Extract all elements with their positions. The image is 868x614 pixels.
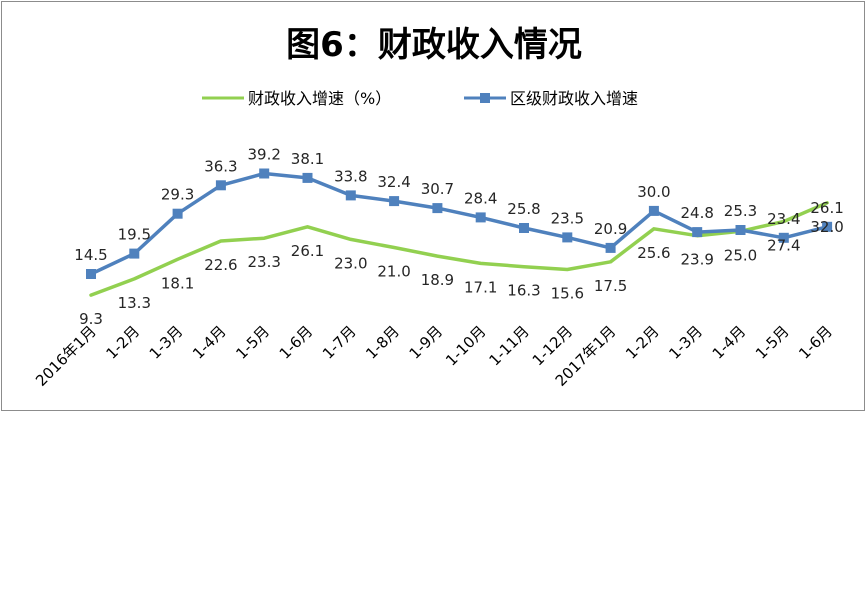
series-2-marker — [605, 242, 616, 253]
series-2-marker — [519, 223, 529, 233]
x-tick-label: 1-5月 — [232, 322, 273, 363]
data-label-series-2: 38.1 — [291, 150, 324, 168]
x-tick-label: 1-10月 — [442, 322, 489, 369]
x-tick-label: 1-9月 — [406, 322, 447, 363]
data-label-series-1: 22.6 — [204, 256, 237, 274]
data-label-series-1: 13.3 — [118, 294, 151, 312]
data-label-series-1: 17.5 — [594, 277, 627, 295]
chart-frame: 图6：财政收入情况 财政收入增速（%） 区级财政收入增速 9.3 13.3 18.1… — [1, 1, 865, 411]
data-label-series-1: 27.4 — [767, 237, 800, 255]
data-label-series-1: 17.1 — [464, 278, 497, 296]
plot-area: 9.3 13.3 18.1 22.6 23.3 26.1 23.0 21.0 18.9 17.1 1… — [32, 146, 844, 390]
series-2-marker — [302, 172, 313, 183]
series-2-marker — [648, 205, 659, 216]
series-2-marker — [345, 190, 356, 201]
chart-svg: 图6：财政收入情况 财政收入增速（%） 区级财政收入增速 9.3 13.3 18.1… — [32, 25, 844, 390]
data-label-series-2: 23.5 — [551, 209, 584, 227]
series-2-marker — [735, 225, 746, 235]
x-tick-label: 1-2月 — [102, 322, 143, 363]
data-label-series-1: 26.1 — [291, 242, 324, 260]
data-label-series-1: 25.6 — [637, 244, 670, 262]
data-label-series-2: 28.4 — [464, 189, 497, 207]
x-tick-label: 1-11月 — [485, 322, 532, 369]
data-label-series-1: 18.9 — [421, 271, 454, 289]
data-label-series-1: 23.9 — [680, 251, 713, 269]
series-2-marker — [562, 232, 573, 243]
x-tick-label: 1-6月 — [276, 322, 317, 363]
x-tick-label: 1-3月 — [146, 322, 187, 363]
data-label-series-1: 18.1 — [161, 274, 194, 292]
series-line-1 — [89, 201, 829, 297]
data-label-series-2: 20.9 — [594, 220, 627, 238]
data-label-series-2: 25.8 — [507, 200, 540, 218]
legend: 财政收入增速（%） 区级财政收入增速 — [202, 89, 638, 108]
x-tick-label: 2016年1月 — [32, 322, 100, 390]
data-label-series-2: 39.2 — [247, 146, 280, 164]
chart-title: 图6：财政收入情况 — [286, 25, 582, 65]
series-2-marker — [822, 221, 833, 232]
series-2-marker — [259, 168, 270, 179]
data-label-series-2: 19.5 — [118, 226, 151, 244]
data-label-series-1: 15.6 — [551, 285, 584, 303]
data-label-series-1: 23.3 — [247, 253, 280, 271]
data-label-series-2: 14.5 — [74, 246, 107, 264]
x-tick-label: 1-4月 — [709, 322, 750, 363]
legend-label-series-1: 财政收入增速（%） — [248, 89, 391, 108]
series-2-marker — [475, 212, 486, 223]
data-label-series-1: 9.3 — [79, 310, 103, 328]
x-tick-label: 1-2月 — [622, 322, 663, 363]
series-line-2 — [89, 171, 829, 276]
x-tick-label: 1-3月 — [665, 322, 706, 363]
x-tick-label: 1-6月 — [795, 322, 836, 363]
data-label-series-2: 30.7 — [421, 180, 454, 198]
x-tick-label: 1-5月 — [752, 322, 793, 363]
series-2-marker — [389, 196, 400, 207]
x-tick-label: 1-8月 — [362, 322, 403, 363]
data-label-series-2: 24.8 — [680, 204, 713, 222]
series-2-marker — [215, 180, 226, 191]
legend-label-series-2: 区级财政收入增速 — [510, 89, 638, 108]
x-tick-label: 1-4月 — [189, 322, 230, 363]
data-label-series-1: 21.0 — [377, 263, 410, 281]
series-2-marker — [432, 203, 443, 214]
legend-marker-series-2 — [480, 93, 490, 103]
series-2-marker — [129, 248, 140, 259]
data-label-series-2: 36.3 — [204, 157, 237, 175]
data-label-series-2: 30.0 — [637, 183, 670, 201]
data-label-series-2: 26.1 — [810, 199, 843, 217]
data-label-series-1: 16.3 — [507, 282, 540, 300]
x-tick-label: 1-7月 — [319, 322, 360, 363]
data-label-series-1: 32.0 — [810, 218, 843, 236]
data-label-series-2: 32.4 — [377, 173, 410, 191]
data-label-series-2: 33.8 — [334, 167, 367, 185]
series-2-marker — [778, 232, 789, 243]
data-label-series-1: 25.0 — [724, 246, 757, 264]
data-label-series-1: 23.0 — [334, 254, 367, 272]
series-2-marker — [86, 269, 96, 279]
data-label-series-2: 23.4 — [767, 210, 800, 228]
series-2-marker — [172, 208, 183, 219]
data-label-series-2: 25.3 — [724, 202, 757, 220]
data-label-series-2: 29.3 — [161, 186, 194, 204]
series-2-marker — [692, 227, 703, 238]
